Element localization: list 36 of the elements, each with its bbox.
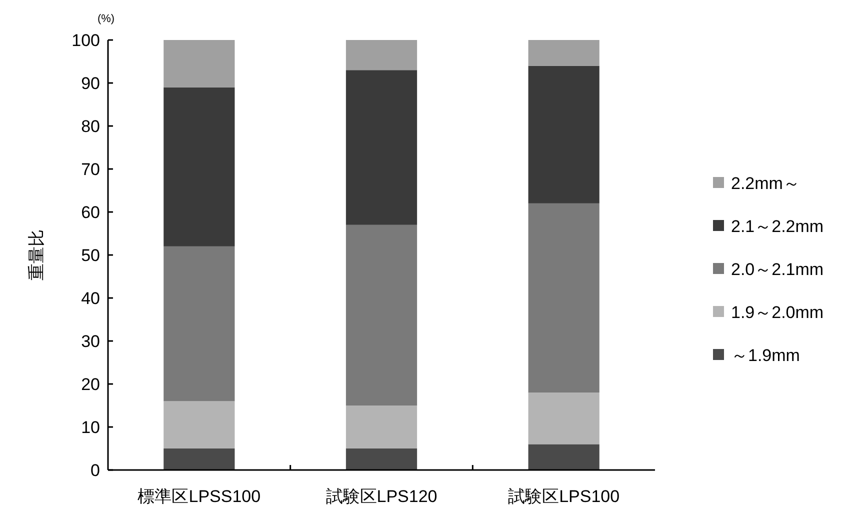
legend-label: 2.2mm～	[731, 174, 800, 193]
y-tick-label: 70	[81, 160, 100, 179]
bar	[164, 246, 235, 402]
bar	[346, 224, 418, 406]
bar	[346, 406, 418, 448]
bar	[528, 40, 600, 66]
bar	[164, 87, 235, 246]
y-tick-label: 30	[81, 332, 100, 351]
y-tick-label: 0	[90, 461, 100, 480]
legend-label: 1.9～2.0mm	[731, 303, 824, 322]
legend-label: 2.0～2.1mm	[731, 260, 824, 279]
bar	[164, 40, 235, 88]
legend-label: 2.1～2.2mm	[731, 217, 824, 236]
bar	[346, 40, 418, 70]
y-tick-label: 40	[81, 289, 100, 308]
bar	[528, 444, 600, 470]
y-tick-label: 50	[81, 246, 100, 265]
y-axis-title: 重量比	[27, 230, 46, 280]
bar	[164, 448, 235, 470]
bar	[528, 203, 600, 393]
bar	[528, 392, 600, 444]
y-tick-label: 100	[72, 31, 100, 50]
x-tick-label: 試験区LPS100	[508, 487, 620, 506]
text: (%)	[97, 13, 115, 25]
x-tick-label: 試験区LPS120	[326, 487, 438, 506]
y-tick-label: 90	[81, 74, 100, 93]
bar	[164, 401, 235, 448]
x-tick-label: 標準区LPSS100	[138, 487, 261, 506]
y-tick-label: 20	[81, 375, 100, 394]
y-tick-label: 10	[81, 418, 100, 437]
y-tick-label: 80	[81, 117, 100, 136]
bar	[346, 448, 418, 470]
bar	[346, 70, 418, 225]
legend-label: ～1.9mm	[731, 346, 800, 365]
bar	[528, 66, 600, 204]
y-tick-label: 60	[81, 203, 100, 222]
